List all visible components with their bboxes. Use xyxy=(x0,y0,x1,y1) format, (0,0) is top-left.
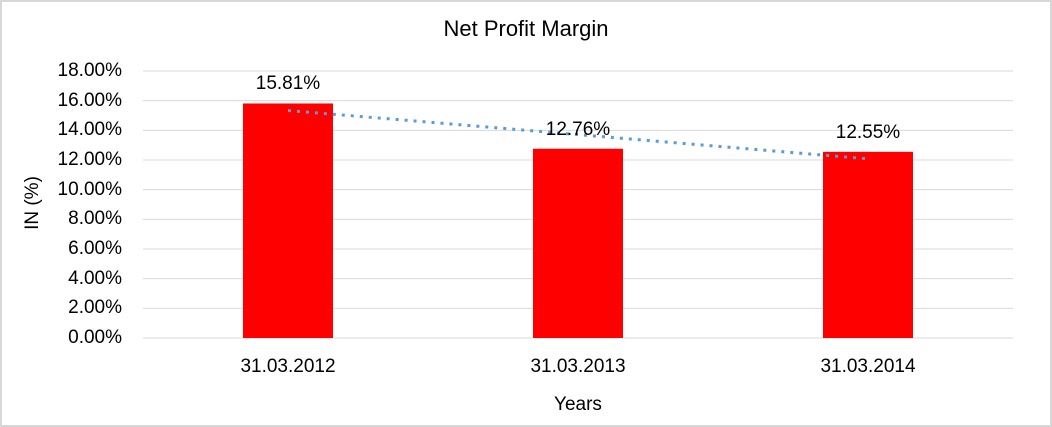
bar-31.03.2013 xyxy=(533,148,623,338)
bar-31.03.2012 xyxy=(243,103,333,338)
chart-title: Net Profit Margin xyxy=(443,16,609,41)
y-tick-label: 12.00% xyxy=(57,149,122,170)
y-tick-label: 16.00% xyxy=(57,89,122,111)
y-tick-label: 2.00% xyxy=(68,297,122,319)
bar-31.03.2014 xyxy=(823,151,913,338)
x-category-label: 31.03.2014 xyxy=(820,356,916,377)
bar-value-label: 15.81% xyxy=(255,73,321,95)
y-tick-label: 14.00% xyxy=(57,119,122,141)
x-category-label: 31.03.2013 xyxy=(530,356,626,377)
y-tick-label: 8.00% xyxy=(68,208,122,230)
bar-value-label: 12.55% xyxy=(835,121,901,143)
y-tick-label: 6.00% xyxy=(68,238,122,259)
y-tick-label: 0.00% xyxy=(68,327,122,348)
bar-value-label: 12.76% xyxy=(545,118,611,140)
y-tick-label: 10.00% xyxy=(57,178,122,200)
x-axis-title: Years xyxy=(554,394,602,415)
x-category-label: 31.03.2012 xyxy=(240,356,336,377)
y-tick-label: 4.00% xyxy=(68,267,122,289)
y-tick-label: 18.00% xyxy=(57,60,122,81)
